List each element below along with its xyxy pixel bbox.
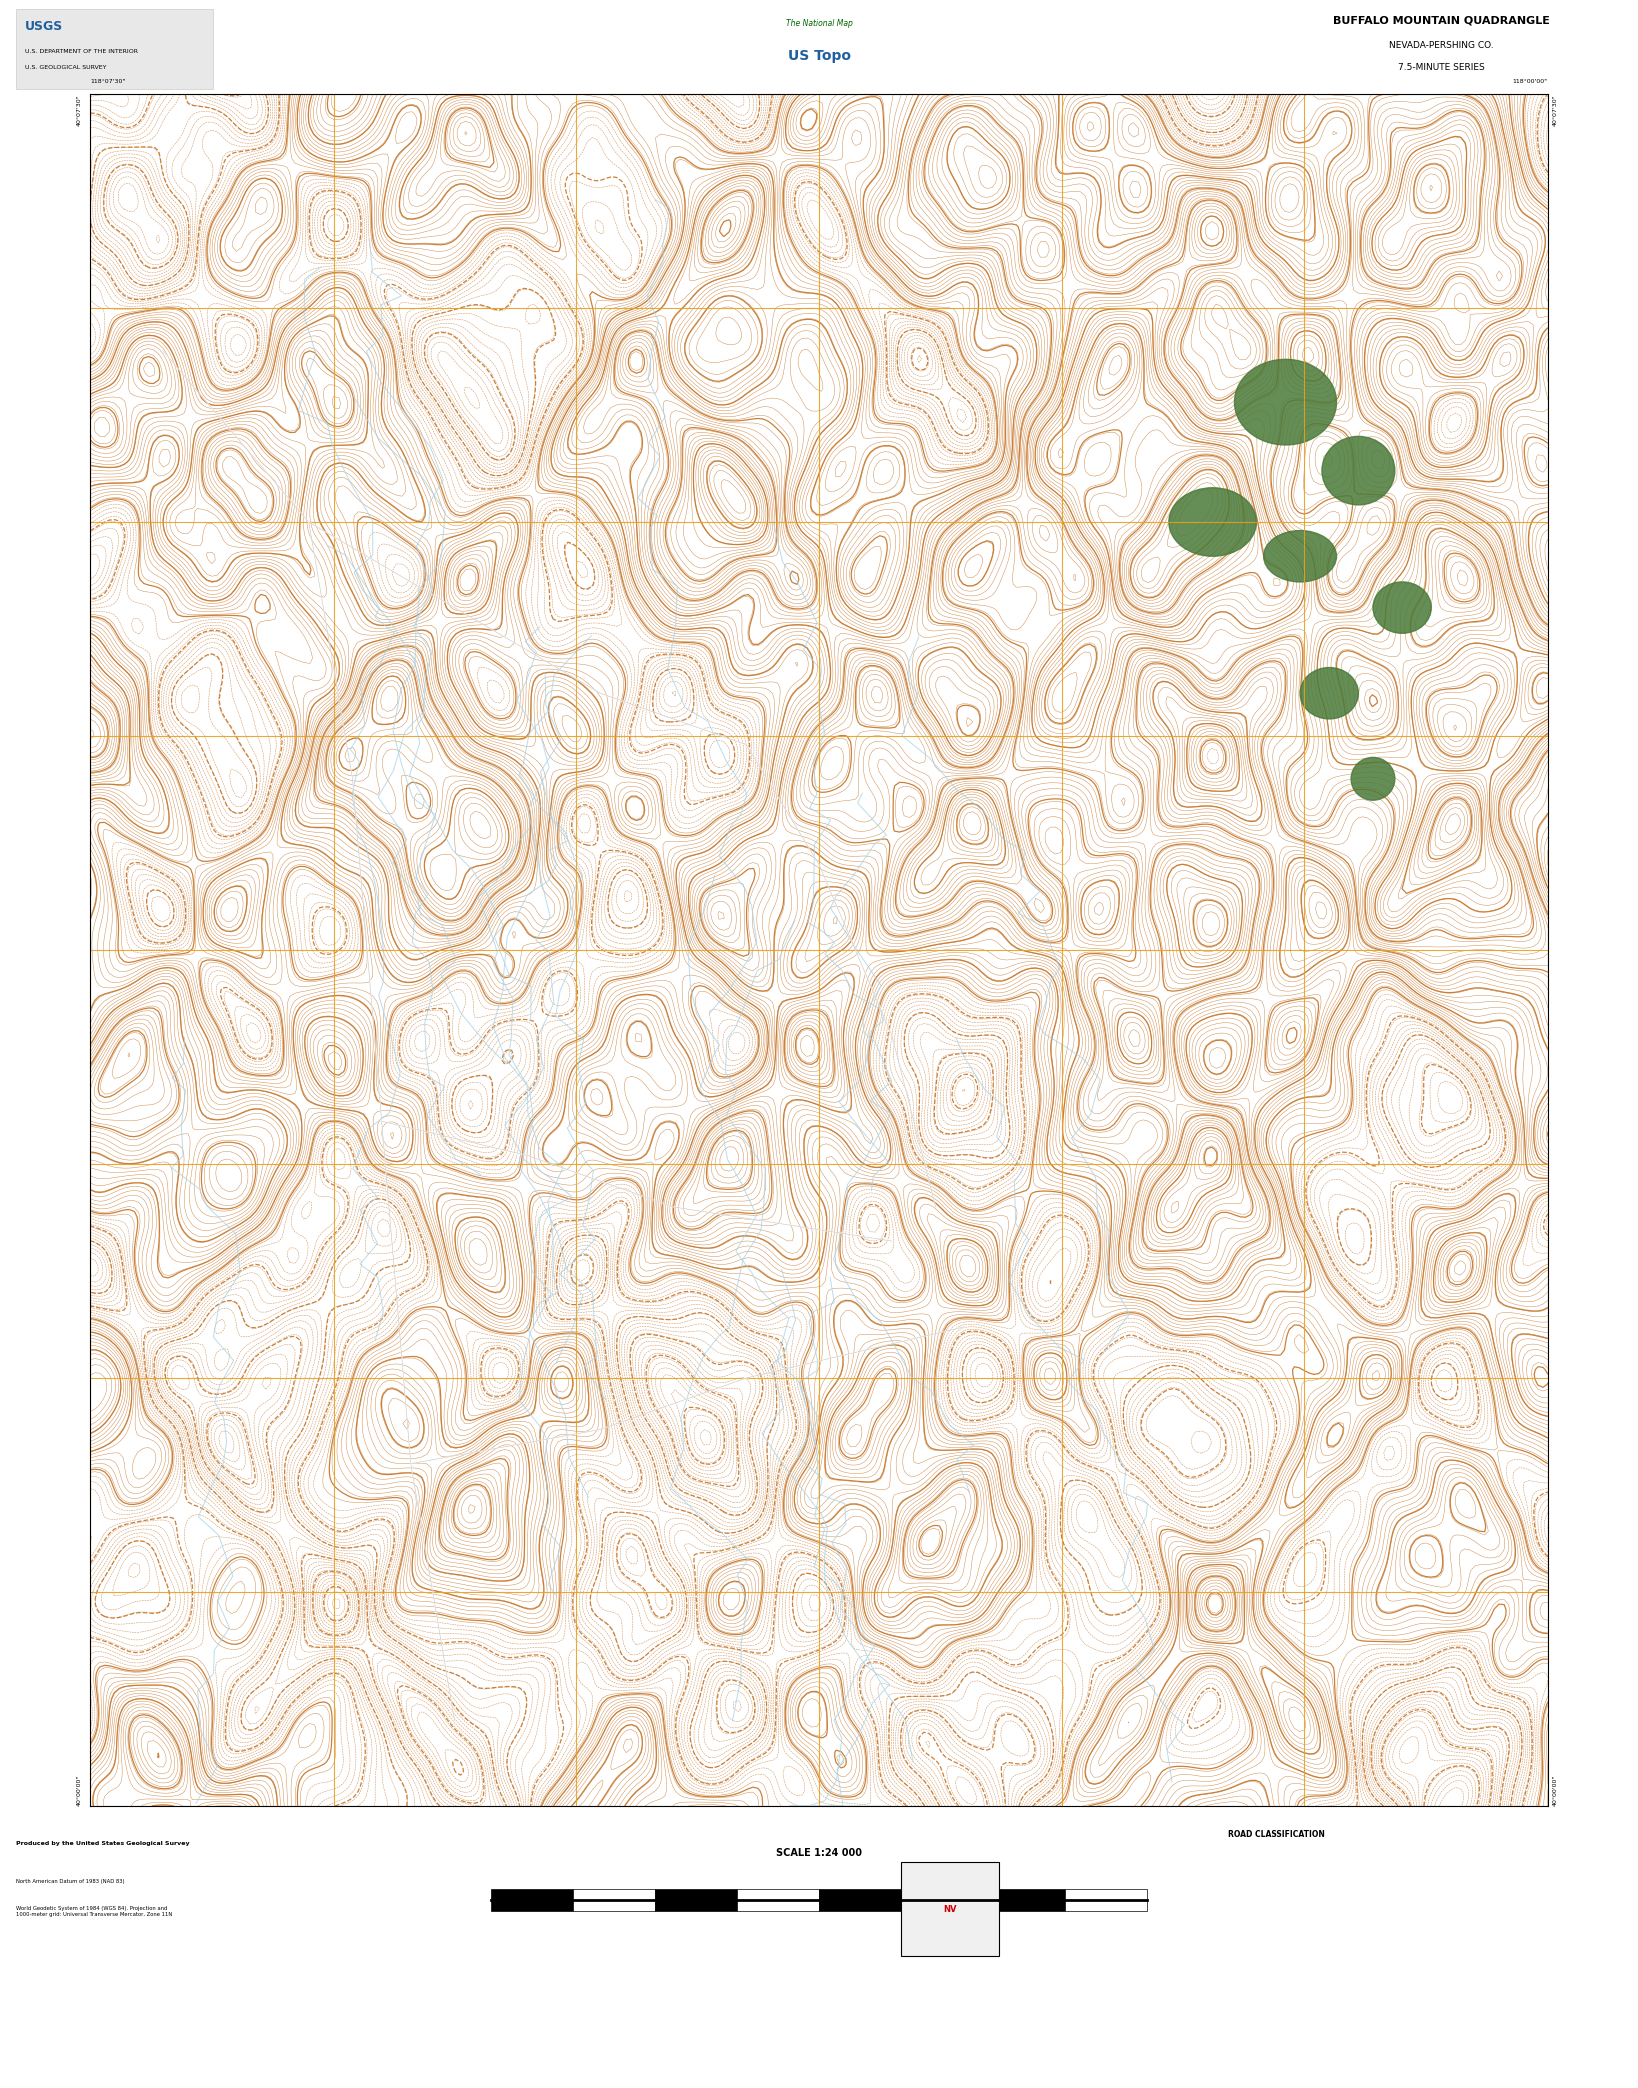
Text: 118°07'30": 118°07'30" — [90, 79, 126, 84]
Ellipse shape — [1351, 758, 1396, 800]
Text: World Geodetic System of 1984 (WGS 84). Projection and
1000-meter grid: Universa: World Geodetic System of 1984 (WGS 84). … — [16, 1906, 172, 1917]
Text: US Topo: US Topo — [788, 50, 850, 63]
Ellipse shape — [1170, 489, 1256, 555]
Text: Produced by the United States Geological Survey: Produced by the United States Geological… — [16, 1842, 190, 1846]
Text: The National Map: The National Map — [786, 19, 852, 27]
Text: U.S. DEPARTMENT OF THE INTERIOR: U.S. DEPARTMENT OF THE INTERIOR — [25, 50, 138, 54]
Bar — [655, 1890, 737, 1911]
Text: NEVADA-PERSHING CO.: NEVADA-PERSHING CO. — [1389, 40, 1494, 50]
Text: NV: NV — [943, 1904, 957, 1915]
Text: SCALE 1:24 000: SCALE 1:24 000 — [776, 1848, 862, 1858]
Bar — [901, 1862, 999, 1956]
Ellipse shape — [1263, 530, 1337, 583]
Bar — [819, 1890, 901, 1911]
Text: USGS: USGS — [25, 19, 62, 33]
Text: BUFFALO MOUNTAIN QUADRANGLE: BUFFALO MOUNTAIN QUADRANGLE — [1333, 17, 1550, 25]
Bar — [901, 1890, 983, 1911]
Text: 40°07'30": 40°07'30" — [77, 94, 82, 125]
Bar — [737, 1890, 819, 1911]
Bar — [1065, 1890, 1147, 1911]
Bar — [491, 1890, 573, 1911]
Text: 40°00'00": 40°00'00" — [1553, 1775, 1558, 1806]
Ellipse shape — [1235, 359, 1337, 445]
Text: 7.5-MINUTE SERIES: 7.5-MINUTE SERIES — [1399, 63, 1484, 73]
Text: U.S. GEOLOGICAL SURVEY: U.S. GEOLOGICAL SURVEY — [25, 65, 106, 71]
Bar — [983, 1890, 1065, 1911]
Text: 40°00'00": 40°00'00" — [77, 1775, 82, 1806]
Text: 118°00'00": 118°00'00" — [1514, 79, 1548, 84]
Ellipse shape — [1322, 436, 1396, 505]
Bar — [573, 1890, 655, 1911]
Text: 40°07'30": 40°07'30" — [1553, 94, 1558, 125]
Ellipse shape — [1301, 668, 1358, 718]
Ellipse shape — [1373, 583, 1432, 633]
Text: North American Datum of 1983 (NAD 83): North American Datum of 1983 (NAD 83) — [16, 1879, 124, 1883]
Bar — [16, 8, 213, 90]
Text: ROAD CLASSIFICATION: ROAD CLASSIFICATION — [1228, 1829, 1325, 1840]
